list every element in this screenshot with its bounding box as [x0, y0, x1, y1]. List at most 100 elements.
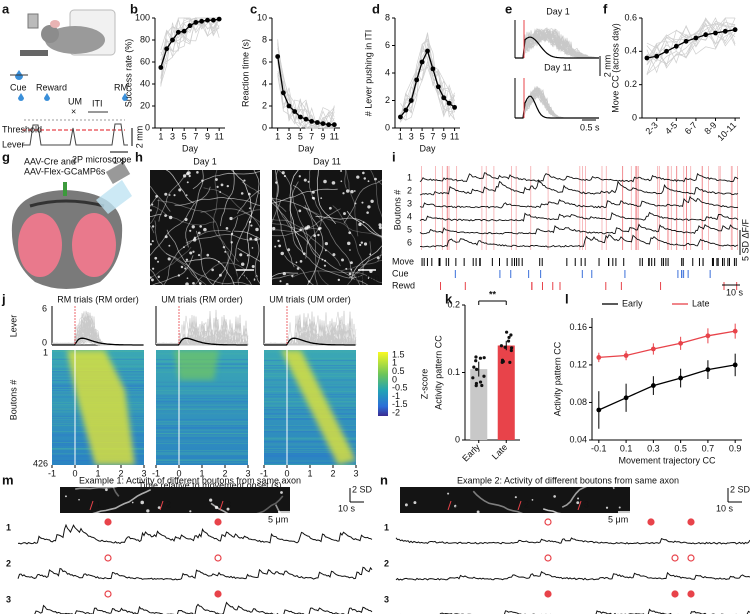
heatmap-row [156, 392, 248, 394]
data-point [644, 55, 650, 61]
axon [348, 254, 382, 279]
bouton [157, 260, 160, 263]
axon [275, 170, 295, 268]
heatmap-row [156, 462, 248, 464]
event-dot [104, 518, 112, 526]
data-point [678, 375, 684, 381]
label: RM [114, 82, 128, 92]
bouton [226, 184, 229, 188]
panel-letter: e [505, 1, 512, 16]
heatmap-row [264, 351, 356, 353]
heatmap-row [156, 460, 248, 462]
axon [165, 170, 194, 204]
axon [370, 170, 382, 262]
axon [301, 226, 369, 285]
label: Day 1 [193, 156, 217, 166]
individual-trace [400, 43, 455, 113]
axon [196, 230, 214, 285]
axon [272, 272, 299, 278]
bouton [185, 282, 189, 285]
x-tick-label: 4-5 [663, 120, 679, 136]
subject-dot [471, 376, 475, 380]
heatmap-row [264, 418, 356, 420]
bouton [209, 498, 213, 502]
x-tick-label: 2-3 [644, 120, 660, 136]
bouton [280, 251, 285, 256]
heatmap-row [156, 421, 248, 423]
bouton [192, 238, 197, 242]
scale-label: 1 s [113, 155, 126, 165]
y-tick-label: 1 [43, 347, 48, 357]
scale-label: 20 μm [354, 272, 379, 282]
heatmap-row [156, 394, 248, 396]
x-tick-label: Early [460, 442, 482, 464]
bouton-label: 3 [584, 499, 589, 509]
bouton-arrow [447, 500, 452, 511]
individual-trace [160, 16, 220, 84]
activity-trace [17, 566, 373, 581]
axon [289, 181, 364, 279]
heatmap-row [156, 403, 248, 405]
bouton [342, 192, 345, 195]
heatmap-row [264, 408, 356, 410]
bouton [168, 244, 171, 247]
y-axis-label: Activity pattern CC [433, 335, 443, 410]
axon [472, 490, 523, 513]
bouton [225, 227, 229, 230]
data-point [441, 95, 447, 101]
axon [293, 185, 324, 285]
bouton [178, 188, 182, 192]
heatmap-row [156, 428, 248, 430]
bouton [253, 278, 256, 281]
bouton [164, 192, 168, 196]
axon [231, 170, 253, 281]
x-tick-label: 1 [275, 131, 280, 141]
data-point [732, 328, 738, 334]
activity-trace [419, 195, 739, 209]
heatmap-row [264, 430, 356, 432]
heatmap-row [264, 430, 356, 432]
heatmap-row [156, 442, 248, 444]
activity-trace [395, 571, 750, 581]
axon [347, 241, 372, 285]
label: UM [68, 96, 82, 106]
heatmap-row [264, 447, 356, 449]
heatmap-row [156, 423, 248, 425]
row-label: 2 [407, 185, 412, 195]
y-tick-label: 60 [140, 56, 150, 66]
y-tick-label: 10 [257, 12, 267, 22]
series-line [598, 330, 736, 359]
axon [272, 227, 309, 237]
activity-trace [400, 608, 750, 614]
axon [346, 210, 382, 238]
axon [233, 170, 260, 264]
x-tick-label: 3 [170, 131, 175, 141]
bouton [291, 274, 294, 278]
legend-label: Early [622, 298, 643, 308]
x-tick-label: 0 [72, 468, 77, 478]
axon [75, 487, 118, 490]
heatmap-row [264, 409, 356, 411]
heatmap-row [264, 441, 356, 443]
event-label: Move [392, 256, 414, 266]
row-label: 4 [407, 211, 412, 221]
event-dot-open [104, 590, 112, 598]
colorbar-tick-label: -0.5 [392, 383, 408, 393]
axon [316, 170, 337, 224]
panel-letter: k [445, 291, 453, 306]
data-point [216, 16, 222, 22]
row-label: 6 [407, 237, 412, 247]
subject-dot [509, 348, 513, 353]
data-point [693, 35, 699, 41]
bouton [349, 261, 353, 265]
event-dot-open [671, 554, 679, 562]
bouton [313, 234, 317, 238]
x-tick-label: 1 [398, 131, 403, 141]
heatmap-row [264, 367, 356, 369]
label: Day 11 [544, 62, 572, 72]
panel-letter: f [603, 1, 608, 16]
individual-trace [277, 39, 335, 129]
bouton [281, 171, 285, 175]
axon [612, 487, 615, 490]
